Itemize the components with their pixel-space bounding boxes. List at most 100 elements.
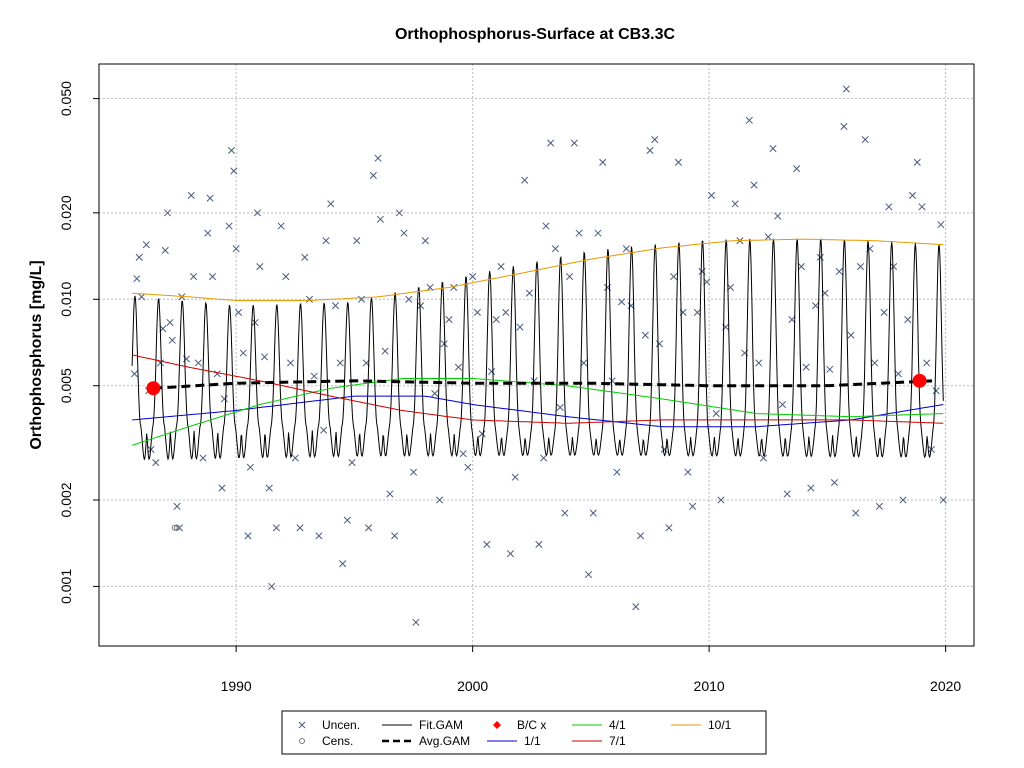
uncen-point — [268, 582, 276, 590]
uncen-point — [670, 273, 678, 281]
uncen-point — [152, 458, 160, 467]
uncen-point — [880, 308, 888, 316]
uncen-point — [220, 395, 228, 403]
uncen-point — [584, 570, 593, 579]
uncen-point — [232, 245, 240, 253]
uncen-point — [712, 409, 720, 418]
series-line-1-1 — [132, 395, 944, 428]
uncen-point — [348, 458, 356, 467]
uncen-point — [774, 212, 782, 220]
uncen-point — [797, 263, 805, 271]
uncen-point — [244, 532, 252, 540]
uncen-point — [613, 468, 621, 476]
cens-point — [174, 524, 181, 531]
series-line-4-1 — [131, 378, 944, 446]
y-axis: 0.001 0.002 0.005 0.010 0.020 0.050 — [58, 81, 99, 604]
uncen-point — [764, 233, 772, 241]
uncen-point — [400, 229, 408, 237]
uncen-point — [230, 167, 238, 175]
legend-label: 4/1 — [609, 718, 626, 732]
uncen-point — [511, 473, 519, 481]
y-tick-label: 0.020 — [58, 195, 74, 230]
uncen-point — [842, 85, 850, 93]
uncen-point — [459, 450, 467, 458]
x-tick-label: 2020 — [930, 678, 961, 694]
legend-label: 7/1 — [609, 734, 626, 748]
uncen-point — [272, 524, 280, 532]
uncen-point — [637, 532, 645, 540]
uncen-point — [322, 237, 330, 245]
uncen-point — [417, 302, 425, 310]
uncen-point — [556, 403, 564, 412]
uncen-point — [440, 340, 448, 348]
uncen-point — [618, 298, 626, 306]
uncen-point — [405, 295, 413, 303]
legend-uncen-symbol — [298, 721, 306, 729]
uncen-point — [190, 273, 198, 281]
uncen-point — [778, 400, 786, 409]
uncen-point — [788, 316, 796, 324]
uncen-point — [320, 426, 328, 434]
uncen-point — [923, 359, 931, 367]
fit-gam-line — [131, 238, 944, 461]
uncen-point — [282, 273, 290, 281]
uncen-point — [812, 302, 820, 310]
uncen-point — [826, 365, 834, 373]
uncen-point — [206, 194, 214, 202]
uncen-point — [227, 146, 235, 154]
uncen-point — [469, 273, 477, 281]
uncen-point — [885, 203, 893, 211]
uncen-point — [168, 336, 176, 344]
uncen-point — [473, 308, 481, 316]
uncen-point — [939, 496, 947, 504]
uncen-point — [875, 502, 883, 510]
uncen-point — [904, 316, 912, 324]
uncen-point — [208, 273, 217, 281]
legend-label: 1/1 — [524, 734, 541, 748]
uncen-point — [381, 347, 389, 355]
uncen-point — [521, 176, 529, 184]
uncen-point — [287, 359, 295, 367]
chart-title: Orthophosphorus-Surface at CB3.3C — [395, 26, 675, 43]
uncen-point — [835, 267, 843, 276]
legend-box — [281, 710, 767, 755]
uncen-point — [445, 316, 453, 324]
uncen-point — [802, 363, 810, 371]
uncen-point — [745, 116, 753, 124]
uncen-point — [464, 463, 472, 471]
uncen-point — [497, 263, 505, 271]
uncen-point — [816, 253, 824, 261]
uncen-point — [173, 502, 181, 510]
bc-point — [146, 381, 161, 396]
uncen-point — [594, 229, 602, 237]
uncen-point — [435, 496, 444, 504]
legend-label: Uncen. — [322, 718, 360, 732]
uncen-point — [830, 478, 839, 487]
uncen-point — [142, 241, 150, 249]
legend-label: B/C x — [517, 718, 546, 732]
uncen-point — [502, 308, 510, 316]
avg-gam-line — [153, 379, 934, 390]
uncen-point — [847, 331, 855, 339]
uncen-point — [717, 496, 725, 504]
uncen-point — [327, 200, 335, 208]
uncen-point — [932, 387, 940, 395]
uncen-point — [450, 283, 458, 291]
uncen-point — [535, 540, 543, 548]
uncen-point — [251, 318, 259, 327]
uncen-point — [305, 295, 314, 303]
uncen-point — [483, 540, 491, 548]
uncen-point — [130, 370, 139, 378]
legend-label: Fit.GAM — [419, 718, 463, 732]
uncen-point — [234, 308, 243, 316]
uncen-point — [899, 496, 907, 504]
uncen-point — [918, 203, 926, 211]
uncen-point — [260, 353, 269, 361]
uncen-point — [908, 191, 917, 199]
uncen-point — [454, 363, 463, 371]
uncen-point — [689, 502, 697, 510]
uncen-point — [412, 618, 420, 626]
uncen-point — [894, 370, 902, 378]
uncen-point — [750, 181, 758, 189]
uncen-point — [277, 222, 285, 230]
